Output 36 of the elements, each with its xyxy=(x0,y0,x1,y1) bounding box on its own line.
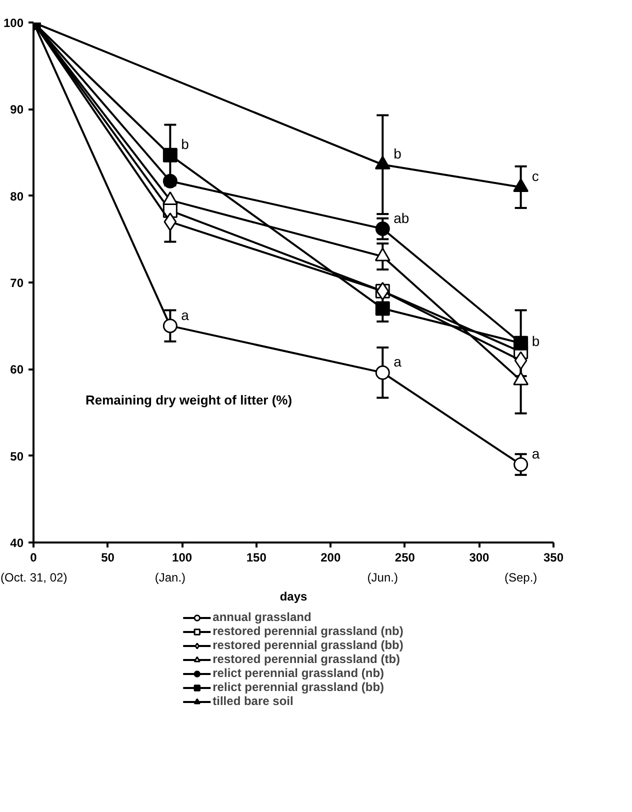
x-tick-label: 350 xyxy=(543,550,564,564)
annotation: b xyxy=(394,146,402,162)
annotation: c xyxy=(532,168,539,184)
legend-label: relict perennial grassland (bb) xyxy=(212,680,384,694)
y-axis-title: Remaining dry weight of litter (%) xyxy=(86,392,292,408)
x-axis-title: days xyxy=(280,590,308,604)
x-tick-label: 250 xyxy=(394,550,416,564)
x-tick-label: 50 xyxy=(101,550,115,564)
text: (Jan.) xyxy=(154,570,186,584)
annotation: ab xyxy=(394,210,410,226)
legend-label: relict perennial grassland (nb) xyxy=(212,666,384,680)
text: (Jun.) xyxy=(367,570,398,584)
legend-label: restored perennial grassland (bb) xyxy=(212,638,404,652)
legend-label: annual grassland xyxy=(212,610,312,624)
annotation: b xyxy=(532,332,540,349)
legend-label: restored perennial grassland (nb) xyxy=(212,624,404,638)
y-tick-label: 70 xyxy=(10,276,24,290)
y-tick-label: 90 xyxy=(10,102,24,117)
annotation: b xyxy=(181,136,190,152)
x-tick-label: 0 xyxy=(30,550,38,564)
y-tick-label: 80 xyxy=(10,189,24,204)
legend-label: restored perennial grassland (tb) xyxy=(212,652,400,666)
annotation: a xyxy=(181,306,190,323)
x-tick-label: 150 xyxy=(246,550,267,564)
y-tick-label: 60 xyxy=(10,362,24,377)
x-tick-label: 100 xyxy=(172,550,192,564)
y-tick-label: 50 xyxy=(10,449,24,464)
annotation: a xyxy=(532,446,540,462)
text: (Sep.) xyxy=(504,570,538,584)
legend-label: tilled bare soil xyxy=(212,694,294,708)
y-tick-label: 100 xyxy=(3,16,24,30)
x-tick-label: 300 xyxy=(469,550,490,564)
y-tick-label: 40 xyxy=(10,536,24,550)
text: (Oct. 31, 02) xyxy=(0,570,68,584)
annotation: a xyxy=(394,354,402,370)
x-tick-label: 200 xyxy=(320,550,341,564)
